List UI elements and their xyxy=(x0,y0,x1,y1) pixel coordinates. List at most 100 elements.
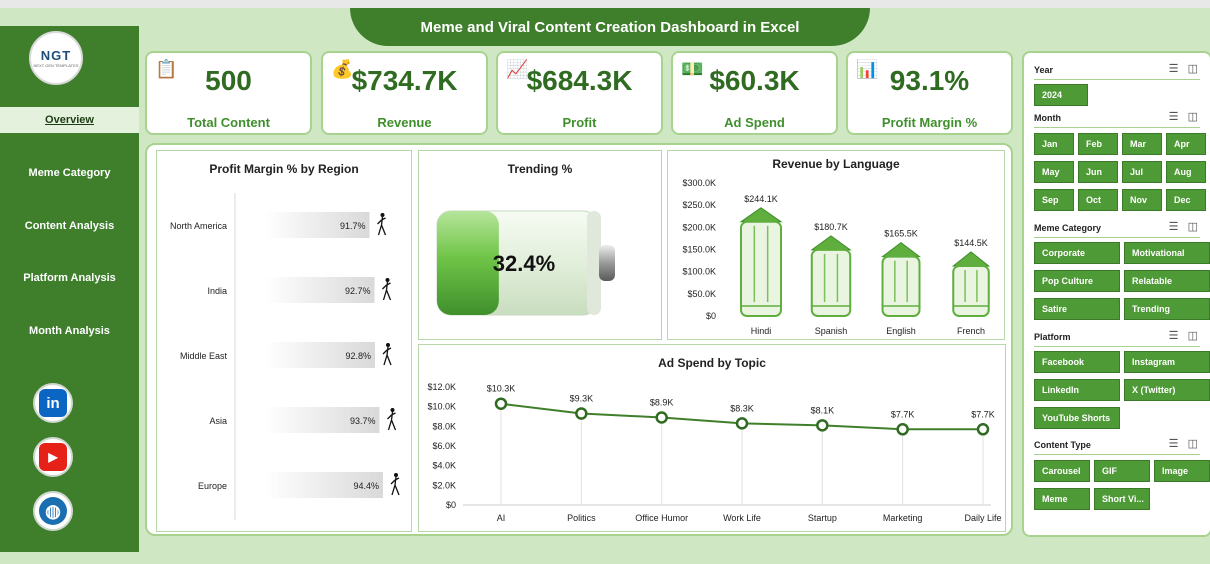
slicer-item-platform[interactable]: YouTube Shorts xyxy=(1034,407,1120,429)
slicer-item-month[interactable]: Jan xyxy=(1034,133,1074,155)
multi-select-icon[interactable]: ☰ ◫ xyxy=(1168,63,1198,75)
slicer-item-platform[interactable]: Instagram xyxy=(1124,351,1210,373)
slicer-item-month[interactable]: Mar xyxy=(1122,133,1162,155)
slicer-item-month[interactable]: Feb xyxy=(1078,133,1118,155)
slicer-item-month[interactable]: Apr xyxy=(1166,133,1206,155)
multi-select-icon[interactable]: ☰ ◫ xyxy=(1168,221,1198,233)
nav-platform-analysis[interactable]: Platform Analysis xyxy=(23,272,116,284)
profit-margin-svg: North America 91.7% India 92.7% Middle East 9… xyxy=(170,193,400,520)
dashboard-title: Meme and Viral Content Creation Dashboar… xyxy=(350,8,870,46)
kpi-label: Total Content xyxy=(187,115,270,130)
kpi-label: Profit xyxy=(562,115,597,130)
slicer-item-month[interactable]: Jul xyxy=(1122,161,1162,183)
company-logo: NGT NEXT GEN TEMPLATES xyxy=(29,31,83,85)
value-label: 94.4% xyxy=(353,481,379,491)
y-tick-label: $250.0K xyxy=(682,200,716,210)
revenue-language-svg: $0 $50.0K $100.0K $150.0K $200.0K $250.0K $300… xyxy=(682,178,991,336)
slicer-item-category[interactable]: Corporate xyxy=(1034,242,1120,264)
slicer-item-content[interactable]: Image xyxy=(1154,460,1210,482)
slicer-item-month[interactable]: May xyxy=(1034,161,1074,183)
slicer-item-month[interactable]: Dec xyxy=(1166,189,1206,211)
y-tick-label: $4.0K xyxy=(432,461,456,471)
category-label: Office Humor xyxy=(635,513,688,523)
category-label: French xyxy=(957,326,985,336)
category-label: India xyxy=(207,286,227,296)
slicer-item-month[interactable]: Nov xyxy=(1122,189,1162,211)
slicer-item-month[interactable]: Aug xyxy=(1166,161,1206,183)
category-label: Daily Life xyxy=(964,513,1001,523)
slicer-item-month[interactable]: Sep xyxy=(1034,189,1074,211)
data-point xyxy=(494,397,508,410)
value-label: 92.8% xyxy=(345,351,371,361)
category-label: Startup xyxy=(808,513,837,523)
slicer-divider xyxy=(1034,127,1200,128)
line-chart: $0 $2.0K $4.0K $6.0K $8.0K $10.0K $12.0K $10.3K… xyxy=(427,382,1001,523)
runner-icon xyxy=(382,343,392,366)
slicer-item-content[interactable]: Meme xyxy=(1034,488,1090,510)
slicer-item-year[interactable]: 2024 xyxy=(1034,84,1088,106)
slicer-title-category: Meme Category xyxy=(1034,223,1102,233)
slicer-item-content[interactable]: Short Vi... xyxy=(1094,488,1150,510)
ad-spend-chart: Ad Spend by Topic $0 $2.0K $4.0K $6.0K $8.0K… xyxy=(418,344,1006,532)
kpi-total-content: 📋 500 Total Content xyxy=(145,51,312,135)
runner-icon xyxy=(382,278,392,301)
nav-meme-category[interactable]: Meme Category xyxy=(28,167,111,179)
category-label: Europe xyxy=(198,481,227,491)
slicer-item-category[interactable]: Satire xyxy=(1034,298,1120,320)
value-label: $244.1K xyxy=(744,194,778,204)
multi-select-icon[interactable]: ☰ ◫ xyxy=(1168,330,1198,342)
chart-title: Revenue by Language xyxy=(772,157,900,171)
chart-title: Ad Spend by Topic xyxy=(658,356,766,370)
multi-select-icon[interactable]: ☰ ◫ xyxy=(1168,438,1198,450)
ad-spend-svg: $0 $2.0K $4.0K $6.0K $8.0K $10.0K $12.0K $10.3K… xyxy=(427,382,1001,523)
pencil-bar xyxy=(739,207,783,317)
nav-content-analysis[interactable]: Content Analysis xyxy=(24,220,115,232)
slicer-title-content: Content Type xyxy=(1034,440,1091,450)
value-label: 92.7% xyxy=(345,286,371,296)
nav-overview[interactable]: Overview xyxy=(0,107,139,133)
slicer-item-content[interactable]: Carousel xyxy=(1034,460,1090,482)
linkedin-button[interactable]: in xyxy=(33,383,73,423)
value-label: $10.3K xyxy=(487,384,516,394)
pencil-bar xyxy=(810,235,852,317)
slicer-item-category[interactable]: Pop Culture xyxy=(1034,270,1120,292)
slicer-divider xyxy=(1034,454,1200,455)
slicer-item-month[interactable]: Oct xyxy=(1078,189,1118,211)
y-tick-label: $0 xyxy=(706,311,716,321)
youtube-button[interactable]: ▶ xyxy=(33,437,73,477)
hand-money-icon: 💵 xyxy=(681,59,704,79)
data-point xyxy=(735,417,749,430)
bar-group: North America 91.7% India 92.7% Middle East 9… xyxy=(170,193,400,520)
y-tick-label: $150.0K xyxy=(682,245,716,255)
y-tick-label: $200.0K xyxy=(682,222,716,232)
multi-select-icon[interactable]: ☰ ◫ xyxy=(1168,111,1198,123)
slicer-item-platform[interactable]: Facebook xyxy=(1034,351,1120,373)
pencil-bar xyxy=(951,251,991,317)
slicer-item-category[interactable]: Trending xyxy=(1124,298,1210,320)
value-label: $7.7K xyxy=(971,409,995,419)
top-strip xyxy=(0,0,1210,8)
nav-month-analysis[interactable]: Month Analysis xyxy=(29,325,110,337)
category-label: AI xyxy=(497,513,506,523)
category-label: Middle East xyxy=(180,351,228,361)
chart-title: Profit Margin % by Region xyxy=(209,162,359,176)
clipboard-icon: 📋 xyxy=(155,59,178,79)
bar xyxy=(265,342,375,368)
slicer-item-platform[interactable]: LinkedIn xyxy=(1034,379,1120,401)
category-label: North America xyxy=(170,221,227,231)
category-label: Politics xyxy=(567,513,596,523)
website-button[interactable]: ◍ xyxy=(33,491,73,531)
category-label: Hindi xyxy=(751,326,772,336)
category-label: English xyxy=(886,326,916,336)
slicer-item-category[interactable]: Relatable xyxy=(1124,270,1210,292)
data-point xyxy=(575,407,588,420)
kpi-profit: 📈 $684.3K Profit xyxy=(496,51,663,135)
slicer-item-month[interactable]: Jun xyxy=(1078,161,1118,183)
slicer-item-platform[interactable]: X (Twitter) xyxy=(1124,379,1210,401)
revenue-language-chart: Revenue by Language $0 $50.0K $100.0K $150.… xyxy=(667,150,1005,340)
runner-icon xyxy=(390,473,400,496)
slicer-item-category[interactable]: Motivational xyxy=(1124,242,1210,264)
slicer-item-content[interactable]: GIF xyxy=(1094,460,1150,482)
youtube-icon: ▶ xyxy=(39,443,67,471)
value-label: $8.9K xyxy=(650,397,674,407)
